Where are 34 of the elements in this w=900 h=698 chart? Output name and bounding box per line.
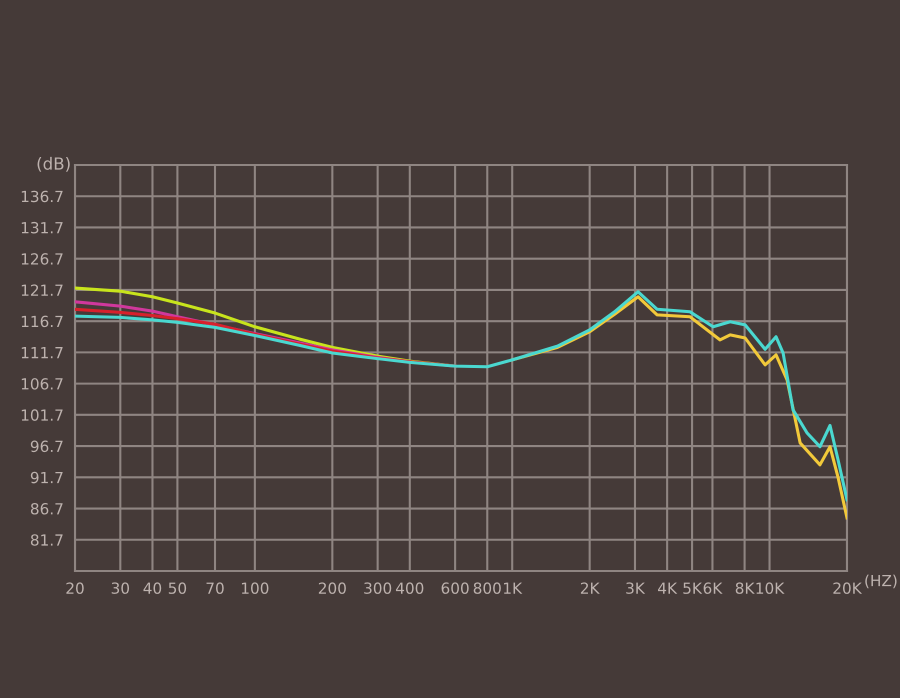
x-tick-label: 4K (658, 582, 678, 594)
y-tick-label: 81.7 (30, 534, 63, 546)
x-tick-label: 5K (683, 582, 702, 594)
x-tick-label: 100 (242, 582, 268, 594)
x-tick-label: 30 (112, 582, 130, 594)
y-tick-label: 111.7 (22, 347, 63, 358)
x-tick-label: 50 (168, 582, 186, 594)
y-tick-label: 121.7 (22, 284, 63, 296)
y-tick-label: 101.7 (22, 409, 63, 421)
x-tick-label: 70 (206, 582, 224, 594)
x-tick-label: 8K (736, 582, 755, 594)
y-tick-label: 91.7 (30, 472, 63, 484)
x-tick-label: 800 (474, 582, 501, 594)
x-tick-label: 200 (318, 582, 346, 594)
x-tick-label: 40 (143, 582, 162, 594)
y-tick-label: 136.7 (22, 190, 63, 202)
x-tick-label: 1K (504, 582, 522, 594)
y-tick-label: 131.7 (22, 222, 63, 234)
y-tick-label: 106.7 (22, 378, 63, 390)
x-tick-label: 2K (580, 582, 600, 594)
x-axis-title: (HZ) (865, 574, 897, 588)
x-tick-label: 400 (396, 582, 424, 594)
x-tick-label: 300 (364, 582, 392, 594)
x-tick-label: 10K (756, 582, 785, 594)
y-tick-label: 116.7 (22, 316, 63, 328)
y-tick-label: 86.7 (30, 503, 63, 515)
x-tick-label: 600 (442, 582, 469, 594)
x-tick-label: 3K (626, 582, 646, 594)
y-axis-title: (dB) (38, 156, 70, 172)
x-tick-label: 20K (833, 582, 862, 594)
y-tick-label: 96.7 (30, 440, 63, 452)
y-tick-label: 126.7 (22, 253, 63, 265)
x-tick-label: 6K (704, 582, 723, 594)
x-tick-label: 20 (66, 582, 84, 594)
